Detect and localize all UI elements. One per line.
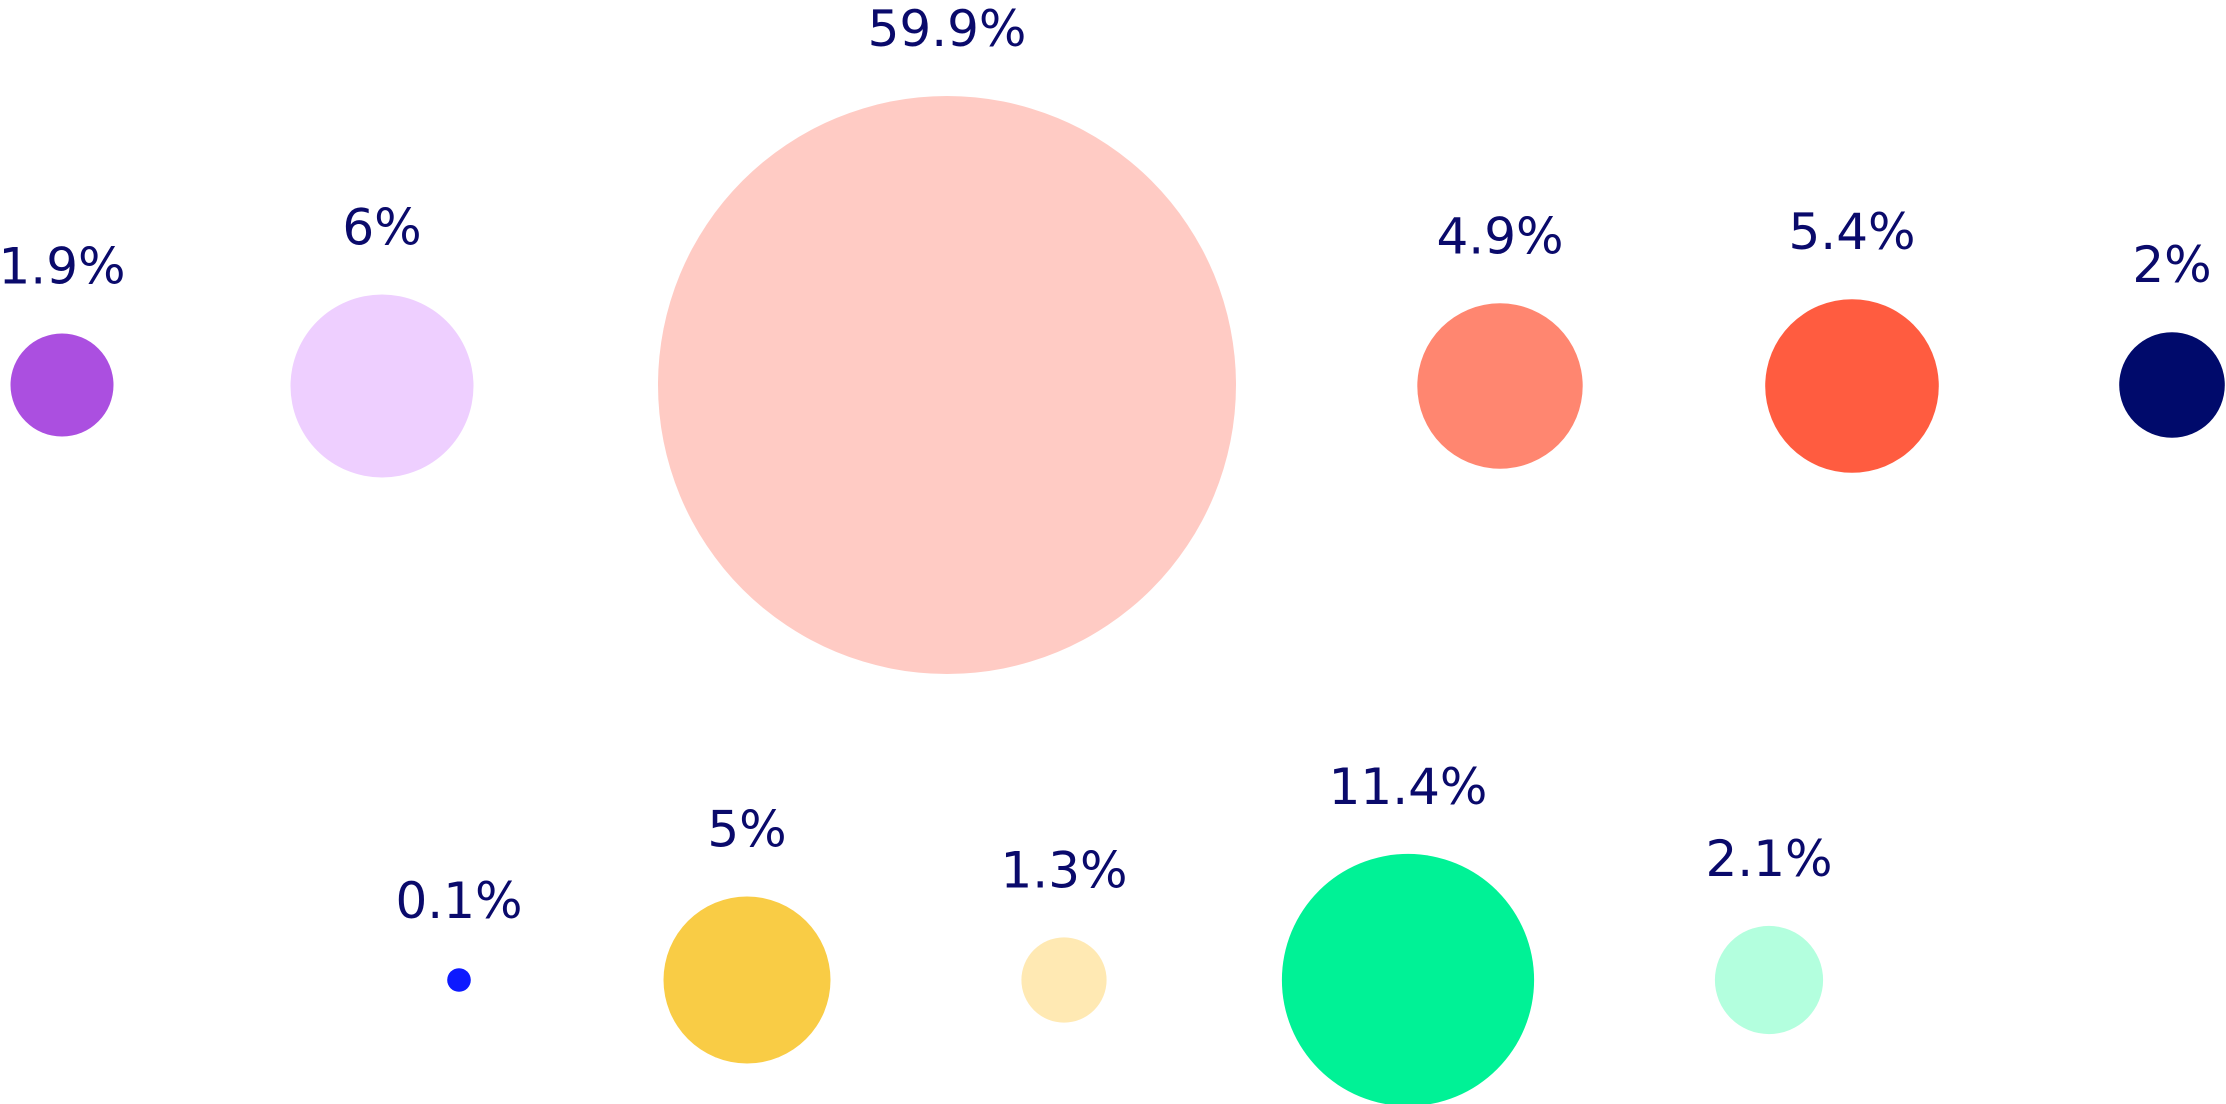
bubble-3 (658, 96, 1236, 674)
bubble-11 (1714, 925, 1824, 1035)
bubble-9 (1021, 937, 1107, 1023)
bubble-label-1: 1.9% (0, 238, 126, 296)
bubble-7 (447, 968, 471, 992)
bubble-label-5: 5.4% (1788, 203, 1915, 261)
bubble-4 (1417, 303, 1583, 469)
bubble-group (10, 96, 2225, 1104)
bubble-1 (10, 333, 114, 437)
bubble-label-11: 2.1% (1705, 830, 1832, 888)
bubble-label-2: 6% (342, 199, 421, 257)
bubble-label-4: 4.9% (1436, 207, 1563, 265)
bubble-label-3: 59.9% (868, 0, 1027, 58)
bubble-2 (290, 294, 474, 478)
bubble-label-6: 2% (2132, 236, 2211, 294)
bubble-6 (2119, 332, 2225, 438)
bubble-5 (1765, 299, 1939, 473)
bubble-label-10: 11.4% (1329, 758, 1488, 816)
bubble-label-8: 5% (707, 801, 786, 859)
bubble-8 (663, 896, 831, 1064)
bubble-10 (1281, 853, 1535, 1104)
bubble-label-9: 1.3% (1000, 841, 1127, 899)
label-group: 1.9% 6% 59.9% 4.9% 5.4% 2% 0.1% 5% 1.3% 11.4% 2.1% (0, 0, 2212, 930)
bubble-label-7: 0.1% (395, 872, 522, 930)
